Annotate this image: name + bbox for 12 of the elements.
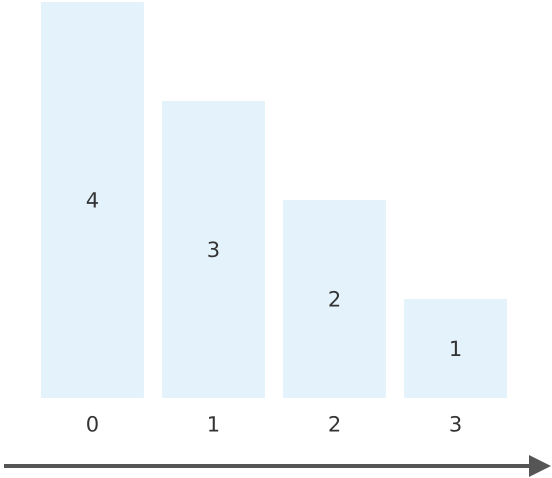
data-label: 2 [328, 287, 342, 312]
data-label: 1 [448, 336, 462, 361]
data-label: 4 [86, 188, 100, 212]
x-tick-label: 0 [86, 412, 100, 436]
bar [404, 299, 507, 398]
x-tick-label: 2 [328, 412, 342, 436]
x-tick-label: 3 [448, 412, 462, 436]
bar [283, 200, 386, 398]
data-label: 3 [206, 238, 220, 262]
x-tick-label: 1 [206, 412, 220, 436]
bar [41, 2, 144, 398]
bar [162, 101, 265, 398]
